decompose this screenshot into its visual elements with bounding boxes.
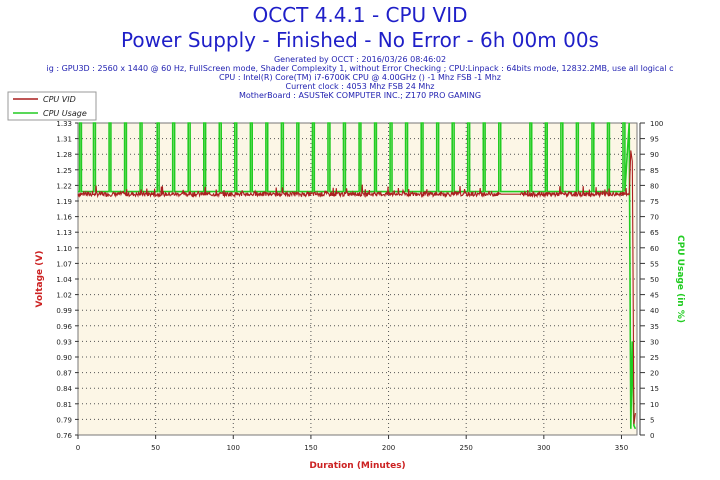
y2-tick-label: 70 <box>650 214 659 222</box>
y-axis-label: Voltage (V) <box>35 251 45 308</box>
y2-axis-label: CPU Usage (in %) <box>675 235 685 323</box>
y-tick-label: 0.93 <box>56 338 72 346</box>
plot-area <box>77 122 638 436</box>
y2-tick-label: 90 <box>650 151 659 159</box>
y2-tick-label: 45 <box>650 292 659 300</box>
x-axis-label: Duration (Minutes) <box>309 461 405 471</box>
y2-tick-label: 15 <box>650 385 659 393</box>
y-tick-label: 1.10 <box>56 245 72 253</box>
info-generated: Generated by OCCT : 2016/03/26 08:46:02 <box>273 55 447 64</box>
y-tick-label: 0.79 <box>56 416 72 424</box>
y2-tick-label: 40 <box>650 307 659 315</box>
y2-tick-label: 20 <box>650 370 659 378</box>
x-tick-label: 0 <box>76 444 80 452</box>
y-tick-label: 0.76 <box>56 432 72 440</box>
y2-tick-label: 55 <box>650 260 659 268</box>
x-tick-label: 350 <box>615 444 628 452</box>
chart-title: OCCT 4.4.1 - CPU VID <box>252 3 468 27</box>
y2-tick-label: 35 <box>650 323 659 331</box>
y-tick-label: 1.13 <box>56 229 72 237</box>
x-tick-label: 300 <box>537 444 550 452</box>
x-tick-label: 250 <box>460 444 473 452</box>
y2-tick-label: 5 <box>650 416 654 424</box>
x-tick-label: 100 <box>227 444 240 452</box>
y-tick-label: 0.81 <box>56 401 72 409</box>
y-tick-label: 1.31 <box>56 136 72 144</box>
y2-tick-label: 25 <box>650 354 659 362</box>
legend-label-cpu-usage: CPU Usage <box>43 109 87 118</box>
y-tick-label: 1.22 <box>56 182 72 190</box>
y-tick-label: 1.33 <box>56 120 72 128</box>
x-tick-label: 150 <box>304 444 317 452</box>
legend-box <box>7 91 97 121</box>
y-tick-label: 1.04 <box>56 276 72 284</box>
info-clock: Current clock : 4053 Mhz FSB 24 Mhz <box>285 82 435 91</box>
y-tick-label: 1.25 <box>56 167 72 175</box>
y-tick-label: 0.84 <box>56 385 72 393</box>
y2-tick-label: 50 <box>650 276 659 284</box>
y2-tick-label: 85 <box>650 167 659 175</box>
x-tick-label: 50 <box>151 444 160 452</box>
info-cpu: CPU : Intel(R) Core(TM) i7-6700K CPU @ 4… <box>219 73 501 82</box>
info-motherboard: MotherBoard : ASUSTeK COMPUTER INC.; Z17… <box>238 91 482 100</box>
x-tick-label: 200 <box>382 444 395 452</box>
y2-tick-label: 80 <box>650 182 659 190</box>
y2-tick-label: 100 <box>650 120 663 128</box>
y2-tick-label: 60 <box>650 245 659 253</box>
y2-tick-label: 10 <box>650 401 659 409</box>
chart-subtitle: Power Supply - Finished - No Error - 6h … <box>121 28 599 52</box>
y-tick-label: 1.07 <box>56 260 72 268</box>
y2-tick-label: 65 <box>650 229 659 237</box>
cpu-vid-line <box>77 150 636 425</box>
y-tick-label: 1.19 <box>56 198 72 206</box>
y-tick-label: 1.02 <box>56 292 72 300</box>
y2-tick-label: 0 <box>650 432 654 440</box>
y-tick-label: 0.87 <box>56 370 72 378</box>
y-tick-label: 0.96 <box>56 323 72 331</box>
y-tick-label: 1.28 <box>56 151 72 159</box>
y2-tick-label: 30 <box>650 338 659 346</box>
legend-label-cpu-vid: CPU VID <box>43 95 76 104</box>
y-tick-label: 0.90 <box>56 354 72 362</box>
y-tick-label: 0.99 <box>56 307 72 315</box>
info-config: ig : GPU3D : 2560 x 1440 @ 60 Hz, FullSc… <box>46 64 674 73</box>
y2-tick-label: 75 <box>650 198 659 206</box>
y-tick-label: 1.16 <box>56 214 72 222</box>
y2-tick-label: 95 <box>650 136 659 144</box>
